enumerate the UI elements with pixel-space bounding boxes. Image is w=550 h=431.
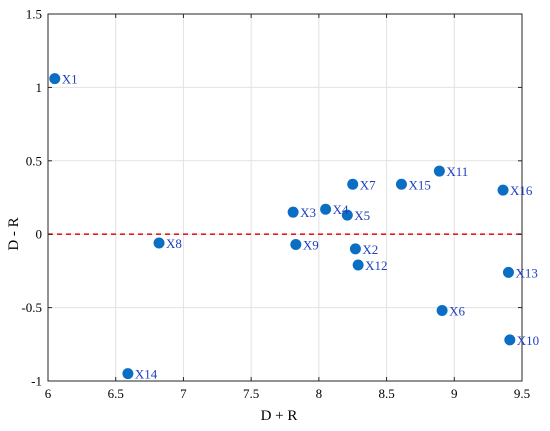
point-x7 xyxy=(347,178,359,190)
point-label-x2: X2 xyxy=(362,242,378,257)
point-label-x13: X13 xyxy=(515,265,537,280)
point-x11 xyxy=(433,165,445,177)
point-x15 xyxy=(395,178,407,190)
plot-frame xyxy=(47,13,523,382)
point-x8 xyxy=(153,237,165,249)
x-tick-label: 7.5 xyxy=(243,386,259,401)
grid-layer xyxy=(47,13,523,382)
point-label-x4: X4 xyxy=(333,202,349,217)
point-label-x3: X3 xyxy=(300,205,316,220)
point-x3 xyxy=(287,206,299,218)
point-label-x6: X6 xyxy=(449,304,465,319)
x-tick-label: 9.5 xyxy=(514,386,530,401)
point-x12 xyxy=(352,259,364,271)
point-label-x11: X11 xyxy=(446,164,468,179)
x-tick-label: 6 xyxy=(45,386,52,401)
point-label-x15: X15 xyxy=(408,177,430,192)
point-label-x8: X8 xyxy=(166,236,182,251)
x-tick-label: 8.5 xyxy=(378,386,394,401)
x-tick-label: 6.5 xyxy=(108,386,124,401)
point-x5 xyxy=(341,209,353,221)
point-label-x9: X9 xyxy=(303,237,319,252)
y-tick-label: 0.5 xyxy=(26,153,42,168)
labels-layer: X1 X2 X3 X4 X5 X6 X7 X8 X9 X10 X11 X12 X13 X14 X15 X16 xyxy=(62,72,539,382)
y-tick-label: 1.5 xyxy=(26,7,42,22)
point-x6 xyxy=(436,305,448,317)
point-label-x12: X12 xyxy=(365,258,387,273)
point-label-x16: X16 xyxy=(510,183,533,198)
point-x2 xyxy=(349,243,361,255)
point-x16 xyxy=(497,184,509,196)
y-tick-label: 1 xyxy=(36,80,43,95)
point-x1 xyxy=(49,73,61,85)
point-label-x10: X10 xyxy=(517,333,539,348)
point-x4 xyxy=(320,203,332,215)
x-tick-label: 9 xyxy=(451,386,458,401)
point-x10 xyxy=(504,334,516,346)
point-x14 xyxy=(122,368,134,380)
point-label-x14: X14 xyxy=(135,367,158,382)
point-label-x5: X5 xyxy=(354,208,370,223)
point-x9 xyxy=(290,238,302,250)
y-tick-label: 0 xyxy=(36,227,43,242)
point-x13 xyxy=(502,266,514,278)
y-axis-title: D - R xyxy=(6,217,22,250)
point-label-x1: X1 xyxy=(62,72,78,87)
x-tick-label: 8 xyxy=(316,386,323,401)
point-label-x7: X7 xyxy=(360,177,376,192)
x-tick-label: 7 xyxy=(180,386,187,401)
axes-layer: 6 6.5 7 7.5 8 8.5 9 9.5 -1 -0.5 0 0.5 1 1.5 xyxy=(21,7,530,402)
points-layer xyxy=(49,73,516,380)
y-tick-label: -1 xyxy=(31,374,42,389)
x-axis-title: D + R xyxy=(261,408,298,424)
y-tick-label: -0.5 xyxy=(21,300,42,315)
